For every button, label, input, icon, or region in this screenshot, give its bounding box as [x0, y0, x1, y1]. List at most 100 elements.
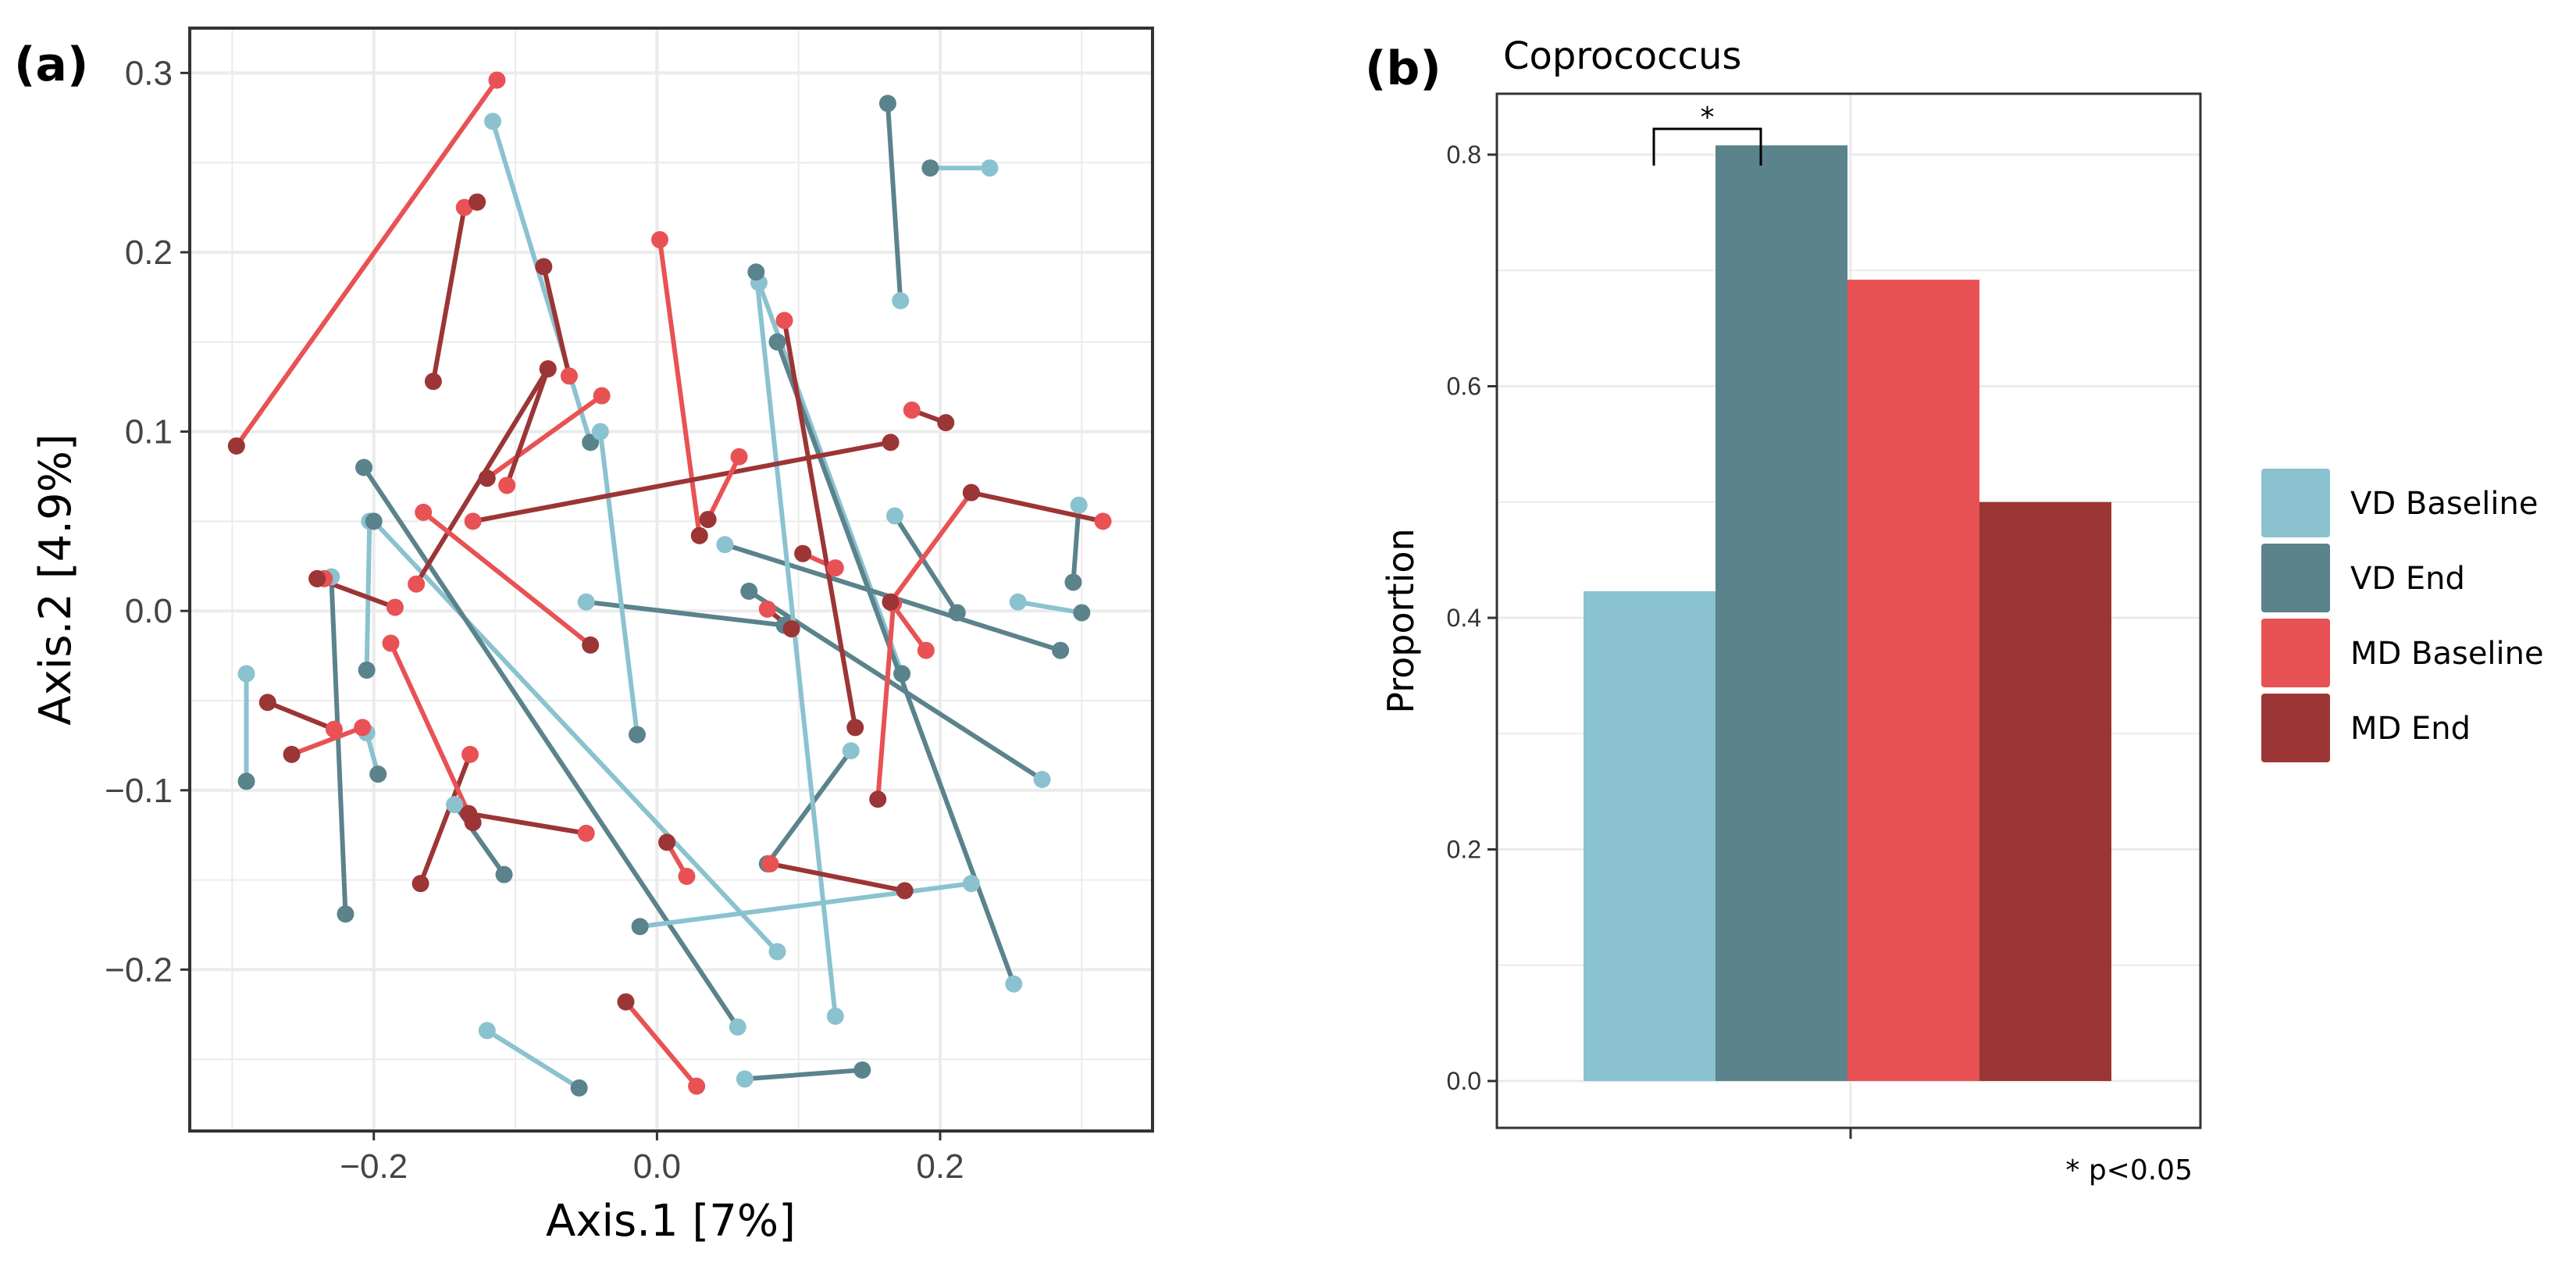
vd-baseline-point: [484, 112, 502, 130]
panel-b-y-tick-label: 0.2: [1447, 836, 1481, 864]
md-pair-line: [388, 640, 476, 826]
significance-star: *: [1701, 102, 1715, 134]
panel-b-y-ticks: 0.0 0.2 0.4 0.6 0.8: [1447, 141, 1497, 1095]
vd-pair-line: [892, 513, 960, 615]
legend-swatch-vd-baseline: [2261, 469, 2330, 537]
legend-label-md-end: MD End: [2350, 711, 2471, 747]
md-end-point: [896, 882, 914, 900]
panel-a-x-ticks: −0.2 0.0 0.2: [340, 1131, 964, 1186]
md-baseline-point: [688, 1077, 706, 1095]
md-baseline-point: [577, 824, 595, 842]
vd-baseline-point: [892, 291, 910, 309]
vd-baseline-point: [591, 423, 609, 441]
panel-b-label: (b): [1365, 41, 1441, 96]
legend-swatch-md-end: [2261, 694, 2330, 762]
vd-pair-line: [362, 465, 740, 1029]
panel-a-x-tick-label: 0.2: [916, 1147, 964, 1186]
vd-end-point: [365, 512, 383, 530]
vd-baseline-point: [716, 536, 734, 554]
vd-end-point: [853, 1061, 871, 1079]
md-baseline-point: [678, 867, 696, 885]
md-end-point: [846, 719, 864, 737]
md-end-point: [227, 437, 245, 455]
panel-a-y-tick-label: −0.2: [105, 951, 173, 989]
vd-baseline-point: [729, 1018, 746, 1036]
md-baseline-point: [382, 634, 400, 652]
bar-md-end: [1979, 501, 2111, 1081]
panel-a-frame: [188, 27, 1154, 1133]
panel-b-y-tick-label: 0.4: [1447, 604, 1481, 632]
md-pair-line: [623, 999, 700, 1089]
vd-baseline-point: [962, 875, 980, 893]
md-baseline-point: [758, 600, 776, 618]
md-end-point: [283, 745, 301, 763]
bar-md-baseline: [1847, 280, 1979, 1081]
vd-end-point: [948, 604, 966, 622]
md-end-point: [658, 833, 676, 851]
vd-end-point: [237, 772, 255, 790]
md-baseline-point: [415, 503, 433, 521]
md-pair-line: [782, 318, 858, 730]
vd-end-point: [740, 582, 758, 600]
legend: VD Baseline VD End MD Baseline MD End: [2261, 469, 2544, 762]
vd-end-point: [893, 665, 911, 683]
bar-vd-end: [1716, 145, 1847, 1081]
md-end-point: [469, 193, 486, 211]
legend-swatch-vd-end: [2261, 544, 2330, 612]
vd-baseline-point: [736, 1070, 754, 1088]
md-end-point: [937, 414, 955, 432]
md-baseline-point: [650, 230, 668, 248]
vd-baseline-point: [446, 796, 464, 814]
vd-end-point: [878, 95, 896, 112]
vd-pair-line: [742, 1067, 865, 1082]
md-baseline-point: [761, 854, 779, 872]
md-end-point: [539, 360, 557, 378]
md-baseline-point: [354, 719, 372, 737]
md-pair-line: [875, 601, 896, 802]
vd-end-point: [768, 333, 786, 351]
md-pair-line: [430, 205, 467, 384]
vd-end-point: [1073, 604, 1091, 622]
md-end-point: [258, 694, 276, 712]
panel-b-y-axis-label: Proportion: [1380, 528, 1422, 713]
md-baseline-point: [386, 598, 404, 616]
md-baseline-point: [560, 367, 578, 385]
md-baseline-point: [464, 512, 482, 530]
bar-vd-baseline: [1584, 590, 1716, 1081]
panel-a-y-tick-label: 0.3: [125, 54, 173, 92]
panel-a-pair-lines: [233, 77, 1106, 1090]
md-pair-line: [504, 366, 550, 488]
vd-pair-line: [597, 429, 640, 737]
vd-end-point: [495, 865, 513, 883]
vd-baseline-point: [842, 742, 860, 760]
md-baseline-point: [826, 559, 844, 577]
vd-baseline-point: [237, 665, 255, 683]
significance-bracket-line: [1652, 127, 1762, 166]
vd-end-point: [628, 726, 646, 744]
vd-pair-line: [490, 119, 593, 445]
md-end-point: [617, 993, 635, 1011]
md-pair-line: [265, 700, 337, 732]
vd-end-point: [570, 1079, 588, 1097]
vd-baseline-point: [885, 507, 903, 525]
vd-pair-line: [754, 269, 838, 1019]
md-end-point: [582, 636, 600, 654]
panel-a-x-tick-label: 0.0: [633, 1147, 681, 1186]
md-pair-line: [541, 264, 572, 379]
vd-baseline-point: [577, 593, 595, 611]
panel-a-y-tick-label: −0.1: [105, 772, 173, 810]
md-end-point: [478, 469, 496, 487]
md-end-point: [535, 258, 553, 276]
footnote: * p<0.05: [2065, 1154, 2193, 1186]
vd-pair-line: [1015, 599, 1085, 615]
md-baseline-point: [730, 448, 748, 466]
md-pair-line: [888, 490, 974, 605]
md-baseline-point: [325, 720, 343, 738]
panel-a-points: [227, 71, 1112, 1097]
md-baseline-point: [1094, 512, 1112, 530]
panel-a-label: (a): [14, 37, 88, 92]
panel-b-y-tick-label: 0.8: [1447, 141, 1481, 169]
vd-pair-line: [583, 599, 787, 628]
vd-end-point: [921, 159, 939, 177]
